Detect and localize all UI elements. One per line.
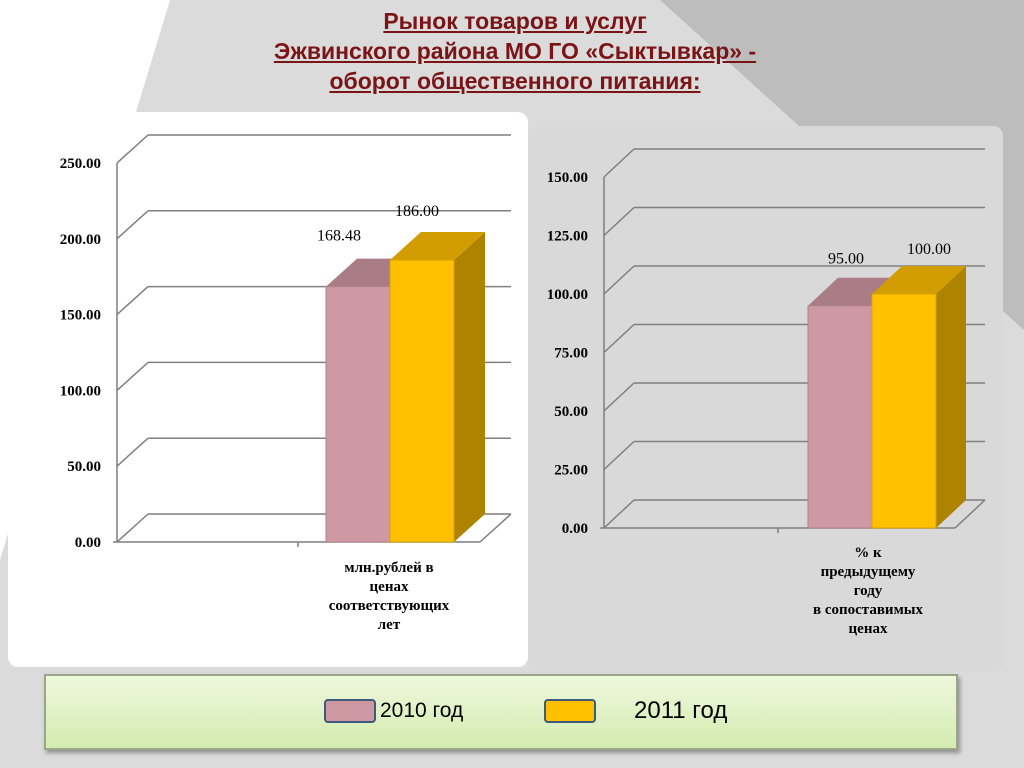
y-tick-label: 50.00 bbox=[554, 404, 588, 420]
bar-side bbox=[454, 232, 485, 543]
x-category-label: году bbox=[854, 583, 883, 599]
y-tick-label: 100.00 bbox=[60, 383, 101, 399]
x-category-label: соответствующих bbox=[329, 598, 450, 614]
gridline-side bbox=[116, 513, 149, 543]
legend-item-2011: 2011 год bbox=[544, 697, 728, 724]
page-title: Рынок товаров и услуг Эжвинского района … bbox=[150, 6, 880, 96]
gridline-side bbox=[603, 148, 635, 178]
gridline-side bbox=[116, 210, 149, 240]
y-tick-label: 125.00 bbox=[547, 229, 588, 245]
gridline-side bbox=[603, 382, 635, 412]
gridline-side bbox=[603, 265, 635, 295]
bar-side bbox=[936, 266, 966, 528]
data-label: 95.00 bbox=[828, 251, 864, 268]
x-category-label: млн.рублей в bbox=[344, 560, 433, 576]
x-category-label: ценах bbox=[370, 579, 409, 595]
gridline-side bbox=[116, 134, 149, 164]
bar bbox=[389, 259, 455, 543]
legend: 2010 год 2011 год bbox=[44, 674, 958, 750]
bar bbox=[871, 293, 937, 529]
data-label: 186.00 bbox=[395, 203, 439, 220]
gridline-side bbox=[603, 440, 635, 471]
legend-item-2010: 2010 год bbox=[324, 699, 464, 723]
x-category-label: лет bbox=[378, 617, 401, 633]
data-label: 168.48 bbox=[317, 228, 361, 245]
title-line-3: оборот общественного питания: bbox=[329, 68, 701, 94]
x-category-label: % к bbox=[854, 545, 882, 561]
legend-swatch-2011 bbox=[544, 699, 596, 723]
bar-top bbox=[872, 266, 966, 294]
floor-edge bbox=[479, 513, 512, 543]
y-tick-label: 250.00 bbox=[60, 156, 101, 172]
floor-edge bbox=[954, 499, 986, 529]
legend-label-2010: 2010 год bbox=[380, 699, 464, 722]
title-line-1: Рынок товаров и услуг bbox=[383, 8, 647, 34]
y-tick-label: 25.00 bbox=[554, 463, 588, 479]
gridline-side bbox=[116, 437, 149, 467]
bar bbox=[807, 305, 873, 529]
gridline-side bbox=[116, 361, 149, 391]
y-tick-label: 100.00 bbox=[547, 287, 588, 303]
x-category-label: ценах bbox=[849, 621, 888, 637]
bar-top bbox=[390, 232, 485, 261]
y-tick-label: 0.00 bbox=[562, 521, 588, 537]
y-tick-label: 150.00 bbox=[60, 308, 101, 324]
gridline-side bbox=[603, 206, 635, 237]
bar bbox=[325, 286, 391, 543]
gridline-side bbox=[116, 286, 149, 316]
y-tick-label: 200.00 bbox=[60, 232, 101, 248]
data-label: 100.00 bbox=[907, 241, 951, 258]
x-category-label: в сопоставимых bbox=[813, 602, 924, 618]
x-category-label: предыдущему bbox=[821, 564, 916, 580]
y-tick-label: 50.00 bbox=[67, 459, 101, 475]
gridline-side bbox=[603, 323, 635, 354]
legend-label-2011: 2011 год bbox=[634, 697, 728, 724]
legend-swatch-2010 bbox=[324, 699, 376, 723]
y-tick-label: 75.00 bbox=[554, 346, 588, 362]
y-tick-label: 150.00 bbox=[547, 170, 588, 186]
title-line-2: Эжвинского района МО ГО «Сыктывкар» - bbox=[273, 38, 757, 64]
gridline-side bbox=[603, 499, 635, 529]
y-tick-label: 0.00 bbox=[75, 535, 101, 551]
